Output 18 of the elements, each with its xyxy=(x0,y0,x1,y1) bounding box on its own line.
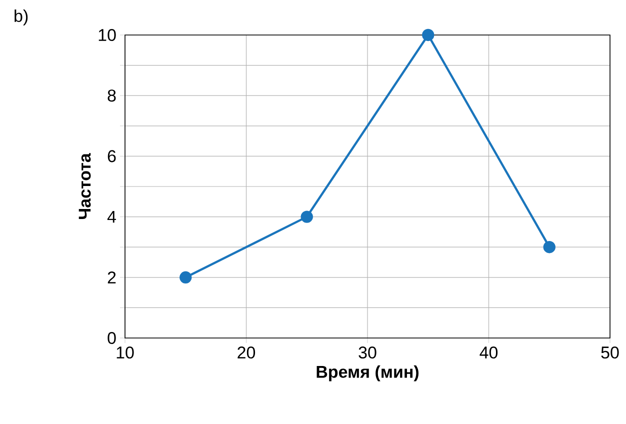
x-tick-label: 50 xyxy=(601,346,619,359)
point xyxy=(543,241,556,254)
y-tick-label: 10 xyxy=(98,28,116,42)
y-axis-title: Частота xyxy=(78,153,91,219)
x-tick-label: 10 xyxy=(116,346,134,359)
x-tick-label: 40 xyxy=(480,346,498,359)
x-axis-title: Время (мин) xyxy=(316,365,419,382)
y-tick-label: 4 xyxy=(107,210,116,223)
y-tick-label: 2 xyxy=(108,271,116,284)
point xyxy=(422,28,434,42)
y-tick-label: 6 xyxy=(108,150,116,162)
y-tick-label: 8 xyxy=(108,90,116,102)
text: b) xyxy=(14,10,28,26)
point xyxy=(180,271,192,284)
point xyxy=(300,210,313,223)
x-tick-label: 20 xyxy=(238,346,256,359)
y-tick-label: 0 xyxy=(108,332,116,344)
x-tick-label: 30 xyxy=(358,346,376,359)
